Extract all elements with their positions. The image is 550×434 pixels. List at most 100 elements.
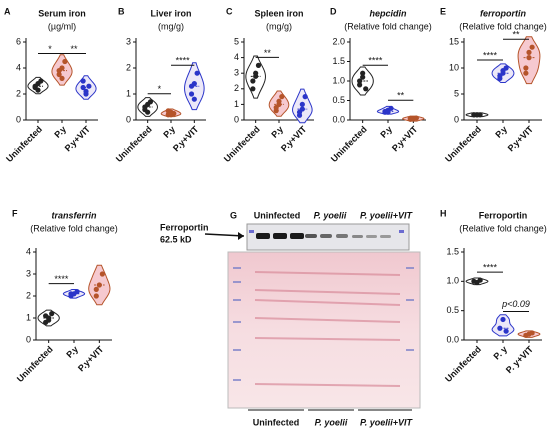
sig-label: ** [512, 30, 520, 40]
x-tick-label: P.y [269, 124, 285, 140]
arrow [204, 233, 245, 237]
data-point [168, 112, 174, 118]
y-tick-label: 2 [16, 88, 21, 98]
y-tick-label: 2 [126, 62, 131, 72]
sig-label: ** [70, 44, 78, 54]
data-point [497, 73, 503, 79]
x-tick-label: P.y+VIT [76, 344, 106, 374]
x-tick-label: P.y [161, 124, 177, 140]
x-tick-label: P. y+VIT [504, 344, 536, 376]
data-point [497, 325, 503, 331]
data-point [93, 293, 99, 299]
ponceau-bands [254, 271, 401, 387]
data-point [80, 84, 86, 91]
chart-subtitle: (mg/g) [266, 21, 292, 31]
data-point [56, 71, 62, 78]
data-point [43, 313, 49, 319]
data-point [360, 74, 366, 80]
sig-label: **** [176, 56, 191, 66]
x-tick-label: P. y [492, 344, 510, 362]
lane-label: P. yoelii [315, 417, 348, 427]
x-tick-label: P.y+VIT [279, 124, 309, 154]
y-tick-label: 1.5 [446, 246, 459, 256]
y-tick-label: 5 [234, 36, 239, 46]
data-point [529, 330, 535, 336]
y-tick-label: 15 [449, 36, 459, 46]
x-tick-label: Uninfected [4, 124, 44, 164]
data-point [250, 86, 256, 92]
x-tick-label: Uninfected [443, 124, 483, 164]
data-point [165, 108, 171, 114]
data-point [385, 109, 391, 115]
data-point [250, 78, 256, 84]
x-tick-label: P.y+VIT [171, 124, 201, 154]
panel-letter: F [12, 208, 18, 218]
data-point [357, 78, 363, 84]
data-point [80, 78, 86, 84]
y-tick-label: 0 [234, 114, 239, 124]
lane-label: Uninfected [254, 210, 301, 220]
chart-subtitle: (Relative fold change) [30, 223, 118, 233]
data-point [86, 83, 92, 89]
chart-title: transferrin [51, 210, 97, 220]
panel-letter: E [440, 6, 446, 16]
y-tick-label: 0 [26, 334, 31, 344]
chart-subtitle: (µg/ml) [48, 21, 76, 31]
data-point [523, 65, 529, 71]
data-point [68, 291, 74, 297]
data-point [93, 286, 99, 292]
y-tick-label: 0.5 [332, 95, 345, 105]
y-tick-label: 1 [26, 312, 31, 322]
sig-label: * [48, 44, 52, 54]
data-point [38, 78, 44, 84]
panel-letter: A [4, 6, 11, 16]
sig-label: **** [483, 50, 498, 60]
sig-label: p<0.09 [501, 299, 530, 309]
data-point [360, 70, 366, 76]
y-tick-label: 0 [126, 114, 131, 124]
x-tick-label: P.y [52, 124, 68, 140]
y-tick-label: 1.0 [332, 75, 345, 85]
x-tick-label: Uninfected [15, 344, 55, 384]
y-tick-label: 0 [454, 114, 459, 124]
lane-label: P. yoelii [314, 210, 347, 220]
data-point [273, 108, 279, 114]
data-point [388, 105, 394, 111]
arrow-head [238, 232, 244, 240]
data-point [477, 277, 483, 283]
data-point [35, 87, 41, 93]
size-label: 62.5 kD [160, 234, 192, 244]
ponceau [227, 251, 421, 409]
chart-title: hepcidin [369, 8, 407, 18]
data-point [523, 70, 529, 76]
data-point [410, 116, 416, 122]
y-tick-label: 6 [16, 36, 21, 46]
panel-letter: C [226, 6, 233, 16]
x-tick-label: Uninfected [443, 344, 483, 384]
chart-subtitle: (Relative fold change) [344, 21, 432, 31]
data-point [299, 101, 305, 107]
data-point [83, 91, 89, 97]
data-point [96, 282, 102, 288]
y-tick-label: 4 [234, 52, 239, 62]
y-tick-label: 0.0 [446, 334, 459, 344]
x-tick-label: P.y [493, 124, 509, 140]
y-tick-label: 3 [126, 36, 131, 46]
data-point [503, 328, 509, 334]
data-point [299, 106, 305, 112]
data-point [253, 73, 259, 79]
data-point [32, 83, 38, 89]
x-tick-label: Uninfected [222, 124, 262, 164]
lane-label: P. yoelii+VIT [360, 417, 414, 427]
panel-letter: H [440, 208, 447, 218]
chart-subtitle: (Relative fold change) [459, 21, 547, 31]
y-tick-label: 1.5 [332, 56, 345, 66]
lane-label: Uninfected [253, 417, 300, 427]
data-point [99, 271, 105, 277]
data-point [474, 112, 480, 118]
data-point [142, 104, 148, 110]
chart-subtitle: (Relative fold change) [459, 223, 547, 233]
data-point [188, 91, 195, 97]
data-point [529, 44, 535, 50]
